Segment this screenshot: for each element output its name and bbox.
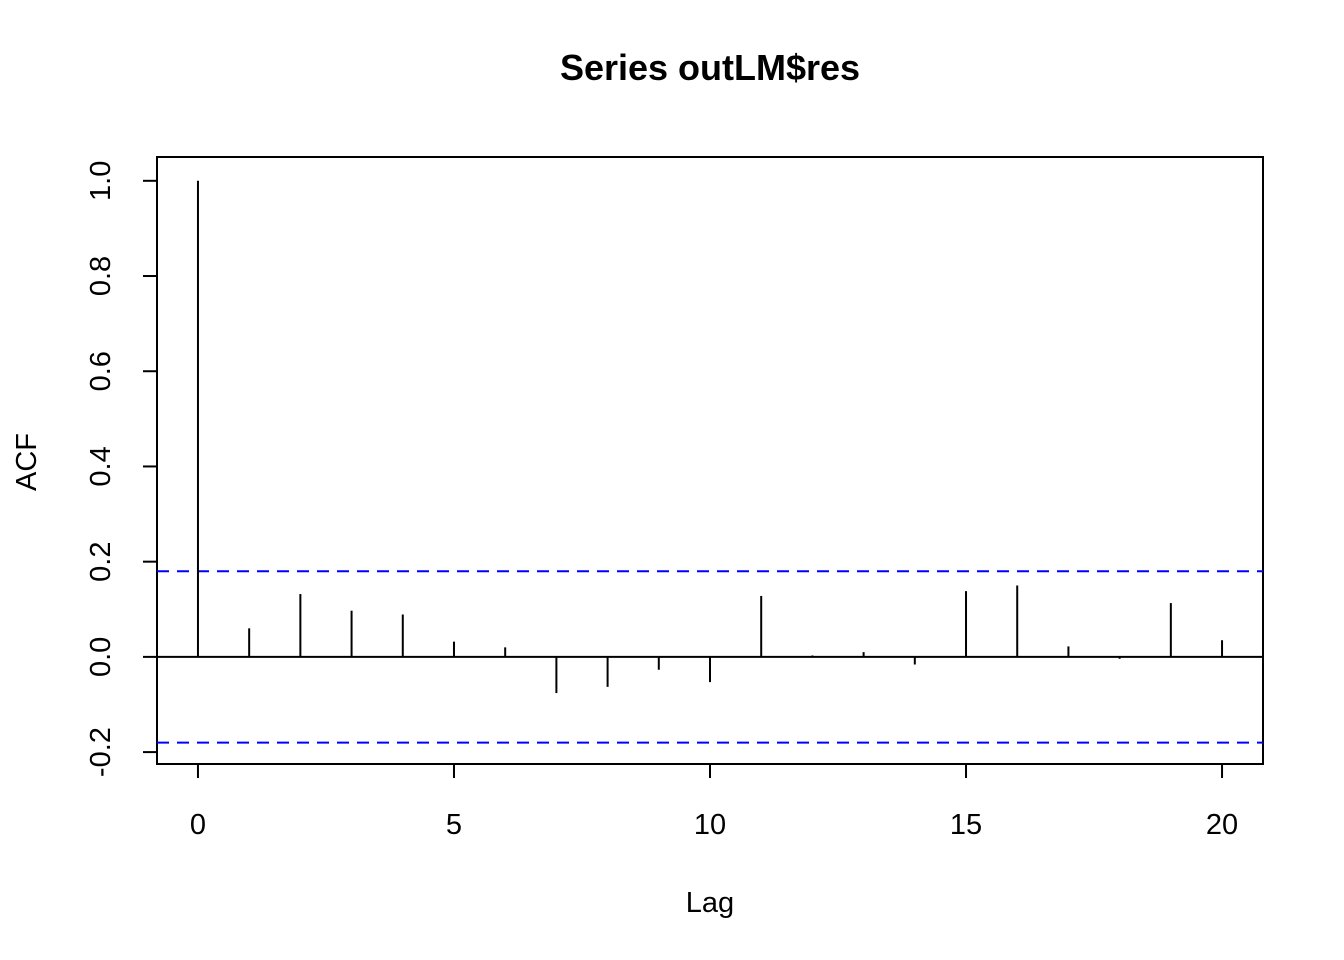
x-tick-label: 0 — [190, 809, 206, 841]
y-tick-label: 0.6 — [85, 351, 117, 391]
y-tick-label: 0.8 — [85, 256, 117, 296]
x-tick-label: 20 — [1206, 809, 1238, 841]
acf-bars — [196, 180, 1224, 694]
x-axis: 0 5 10 15 20 — [190, 763, 1238, 841]
y-axis: -0.2 0.0 0.2 0.4 0.6 0.8 1.0 — [85, 161, 158, 777]
chart-title: Series outLM$res — [560, 47, 860, 88]
y-tick-label: 0.0 — [85, 637, 117, 677]
y-tick-label: 0.2 — [85, 542, 117, 582]
y-tick-label: 1.0 — [85, 161, 117, 201]
x-axis-label: Lag — [686, 887, 734, 919]
y-axis-label: ACF — [11, 433, 43, 491]
y-tick-label: 0.4 — [85, 446, 117, 486]
x-tick-label: 5 — [446, 809, 462, 841]
y-tick-label: -0.2 — [85, 727, 117, 777]
x-tick-label: 10 — [694, 809, 726, 841]
x-tick-label: 15 — [950, 809, 982, 841]
